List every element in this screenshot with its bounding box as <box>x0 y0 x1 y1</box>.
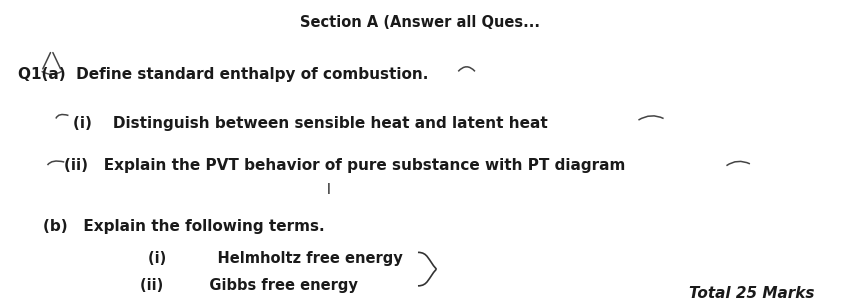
Text: (b)   Explain the following terms.: (b) Explain the following terms. <box>43 219 325 234</box>
Text: Total 25 Marks: Total 25 Marks <box>689 286 814 301</box>
Text: (i)          Helmholtz free energy: (i) Helmholtz free energy <box>148 251 403 266</box>
Text: (ii)         Gibbs free energy: (ii) Gibbs free energy <box>140 278 357 293</box>
Text: l: l <box>326 183 331 197</box>
Text: (ii)   Explain the PVT behavior of pure substance with PT diagram: (ii) Explain the PVT behavior of pure su… <box>64 158 626 173</box>
Text: (i)    Distinguish between sensible heat and latent heat: (i) Distinguish between sensible heat an… <box>72 115 547 130</box>
Text: Section A (Answer all Ques...: Section A (Answer all Ques... <box>300 15 541 30</box>
Text: Q1(a)  Define standard enthalpy of combustion.: Q1(a) Define standard enthalpy of combus… <box>19 67 429 82</box>
